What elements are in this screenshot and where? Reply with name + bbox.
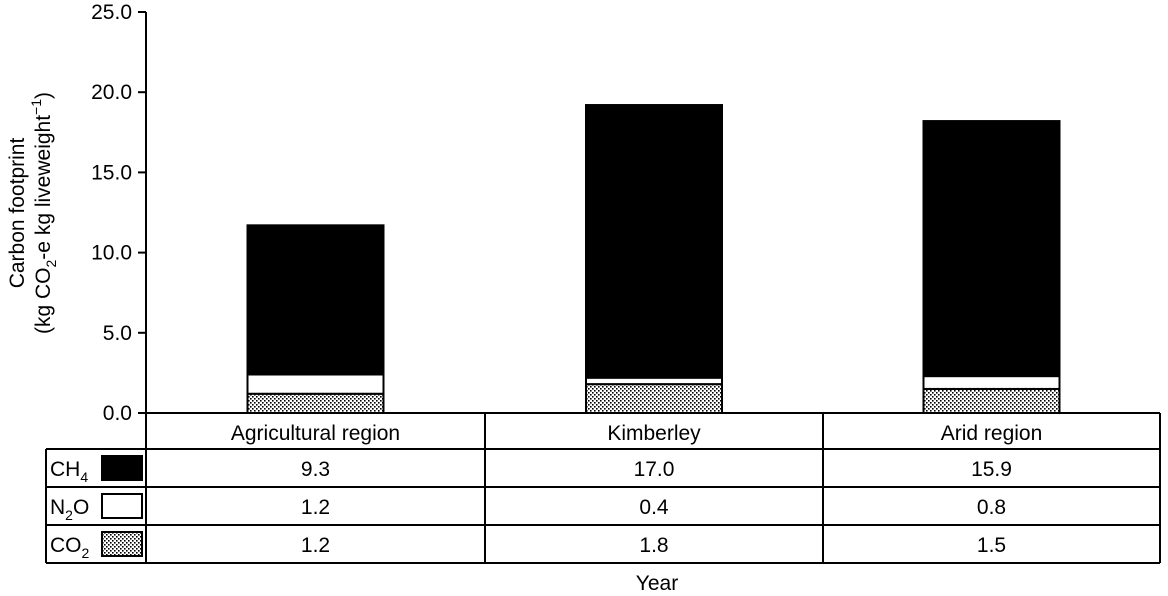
bar-segment [246,224,385,376]
table-value: 15.9 [971,458,1012,481]
y-axis-label-line1: Carbon footprint [6,138,29,289]
table-value: 17.0 [634,458,675,481]
table-value: 1.8 [639,534,668,557]
y-tick-label: 15.0 [91,161,132,184]
bars [246,104,1061,415]
y-tick-label: 10.0 [91,242,132,265]
data-table: Agricultural region Kimberley Arid region C… [45,412,1161,564]
table-value: 1.2 [301,496,330,519]
y-axis-label-line2: (kg CO2-e kg liveweight−1) [28,92,59,334]
series-legend-label: CO2 [50,534,90,561]
table-value: 0.8 [977,496,1006,519]
y-tick-label: 25.0 [91,1,132,24]
category-label: Agricultural region [231,422,400,445]
y-tick-label: 0.0 [103,402,132,425]
table-value: 1.2 [301,534,330,557]
bar-segment [922,120,1061,378]
bar-segment [922,387,1061,415]
series-legend-swatch [101,493,143,519]
table-value: 0.4 [639,496,669,519]
bar-segment [246,392,385,415]
table-value: 9.3 [301,458,330,481]
bar-segment [585,104,723,379]
y-tick-label: 20.0 [91,81,132,104]
series-legend-label: N2O [50,496,89,523]
x-axis-label: Year [636,572,678,595]
series-legend-swatch [101,455,143,481]
bar-segment [922,375,1061,390]
table-value: 1.5 [977,534,1006,557]
y-tick-label: 5.0 [103,322,132,345]
series-legend-label: CH4 [50,458,88,485]
y-axis: 0.0 5.0 10.0 15.0 20.0 25.0 [91,1,147,425]
category-label: Kimberley [607,422,701,445]
bar-segment [246,373,385,395]
series-legend-swatch [101,531,143,557]
category-label: Arid region [941,422,1043,445]
bar-segment [585,383,723,414]
